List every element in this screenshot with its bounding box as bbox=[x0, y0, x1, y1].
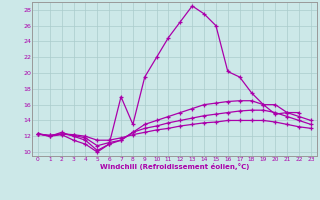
X-axis label: Windchill (Refroidissement éolien,°C): Windchill (Refroidissement éolien,°C) bbox=[100, 163, 249, 170]
